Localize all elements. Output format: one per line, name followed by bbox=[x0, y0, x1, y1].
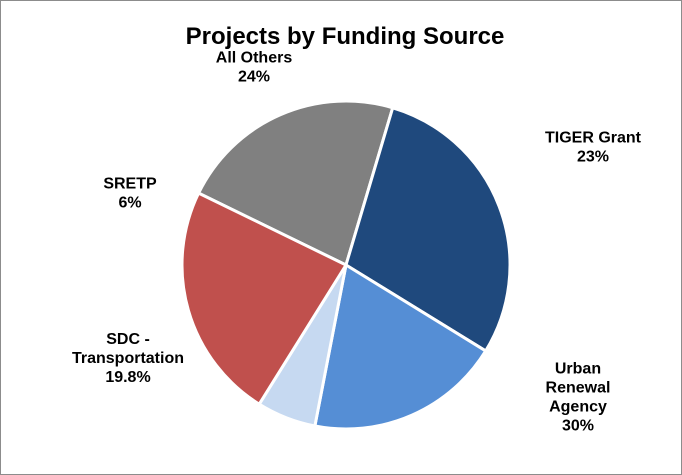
slice-label-line: Transportation bbox=[72, 350, 184, 367]
slice-label: SRETP 6% bbox=[103, 176, 157, 212]
slice-label: TIGER Grant 23% bbox=[545, 130, 642, 166]
slice-value-label: 6% bbox=[118, 195, 141, 212]
pie-slice-tiger-grant bbox=[197, 99, 395, 267]
slice-label-line: SDC - bbox=[106, 331, 150, 348]
slice-value-label: 24% bbox=[238, 69, 270, 86]
slice-value-label: 19.8% bbox=[105, 369, 150, 386]
chart-title: Projects by Funding Source bbox=[186, 23, 505, 50]
slice-label: All Others 24% bbox=[216, 50, 293, 86]
slice-value-label: 30% bbox=[562, 418, 594, 435]
slice-label-line: Renewal bbox=[546, 380, 611, 397]
slice-label: Urban Renewal Agency 30% bbox=[546, 361, 611, 435]
slice-labels: TIGER Grant 23% Urban Renewal Agency 30% SDC -… bbox=[72, 50, 642, 435]
slice-label-line: TIGER Grant bbox=[545, 130, 642, 147]
slice-value-label: 23% bbox=[577, 149, 609, 166]
pie-slice-sdc-transportation bbox=[313, 263, 488, 431]
pie-slice-all-others bbox=[180, 191, 348, 406]
slice-label: SDC - Transportation 19.8% bbox=[72, 331, 184, 386]
pie-slices bbox=[180, 99, 512, 431]
slice-label-line: Agency bbox=[549, 399, 607, 416]
slice-label-line: SRETP bbox=[103, 176, 157, 193]
slice-label-line: All Others bbox=[216, 50, 293, 67]
slice-label-line: Urban bbox=[555, 361, 601, 378]
